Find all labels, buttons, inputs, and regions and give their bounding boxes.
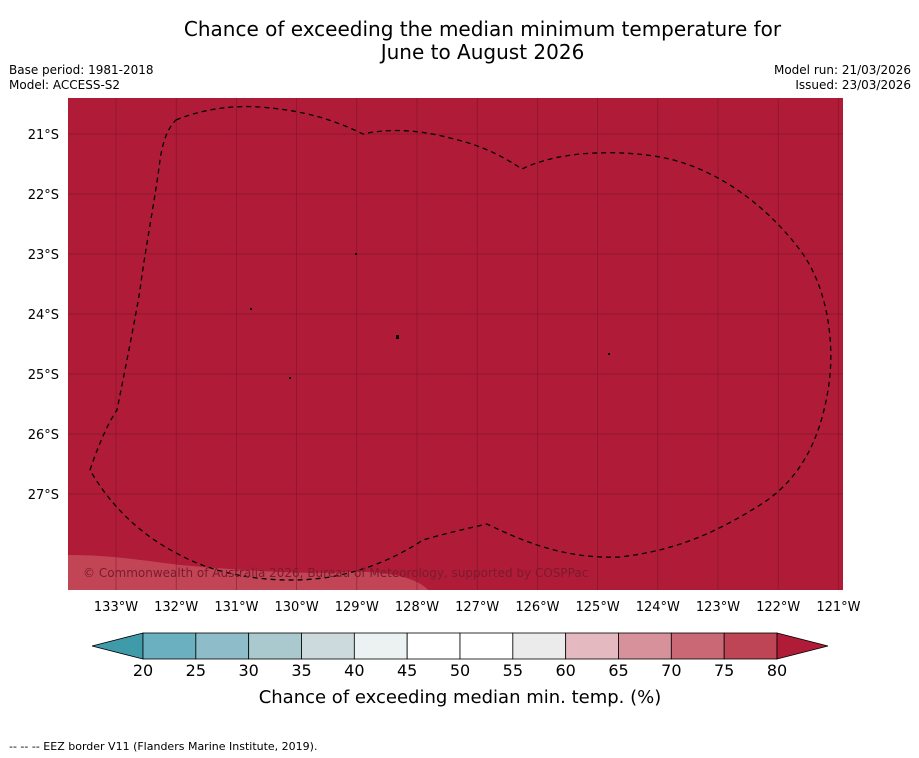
eez-border <box>89 105 832 581</box>
colorbar-tick-label: 65 <box>608 661 628 680</box>
colorbar-over-extension <box>776 632 829 660</box>
colorbar-bin <box>723 632 778 660</box>
lon-label: 133°W <box>94 600 138 615</box>
copyright-text: © Commonwealth of Australia 2026, Bureau… <box>83 566 588 580</box>
lat-label: 27°S <box>28 488 59 503</box>
colorbar-tick-label: 55 <box>503 661 523 680</box>
lon-label: 129°W <box>335 600 379 615</box>
lat-label: 23°S <box>28 248 59 263</box>
lat-label: 21°S <box>28 128 59 143</box>
islands <box>250 253 610 379</box>
lon-label: 121°W <box>816 600 860 615</box>
eez-footnote: -- -- -- EEZ border V11 (Flanders Marine… <box>9 740 318 753</box>
lon-label: 123°W <box>696 600 740 615</box>
colorbar-title: Chance of exceeding median min. temp. (%… <box>259 687 662 708</box>
model-run: Model run: 21/03/2026 <box>773 63 911 77</box>
colorbar-bin <box>301 632 355 660</box>
colorbar-bin <box>406 632 461 660</box>
colorbar-bin <box>195 632 250 660</box>
lon-label: 128°W <box>395 600 439 615</box>
lon-label: 131°W <box>214 600 258 615</box>
colorbar-bin <box>353 632 408 660</box>
colorbar-bin <box>670 632 725 660</box>
colorbar-bin <box>142 632 197 660</box>
latitude-labels: 21°S 22°S 23°S 24°S 25°S 26°S 27°S <box>28 128 59 503</box>
colorbar-tick-label: 60 <box>555 661 575 680</box>
map-fill <box>68 98 843 590</box>
colorbar-tick-label: 75 <box>714 661 734 680</box>
issued-date: Issued: 23/03/2026 <box>795 78 911 92</box>
colorbar-bin <box>248 632 302 660</box>
lower-probability-patch <box>68 555 428 590</box>
lon-label: 126°W <box>515 600 559 615</box>
lat-label: 25°S <box>28 368 59 383</box>
colorbar-tick-label: 30 <box>238 661 258 680</box>
map-title: Chance of exceeding the median minimum t… <box>0 18 919 64</box>
lat-label: 22°S <box>28 188 59 203</box>
colorbar-tick-label: 35 <box>291 661 311 680</box>
colorbar-bin <box>565 632 619 660</box>
colorbar-tick-label: 25 <box>186 661 206 680</box>
meta-right: Model run: 21/03/2026 Issued: 23/03/2026 <box>774 63 911 93</box>
map-panel: © Commonwealth of Australia 2026, Bureau… <box>68 98 843 590</box>
longitude-labels: 133°W 132°W 131°W 130°W 129°W 128°W 127°W 126°W… <box>94 600 861 615</box>
lat-label: 26°S <box>28 428 59 443</box>
lon-label: 132°W <box>154 600 198 615</box>
colorbar-under-extension <box>91 632 144 660</box>
lon-label: 122°W <box>756 600 800 615</box>
lon-label: 125°W <box>576 600 620 615</box>
model-name: Model: ACCESS-S2 <box>9 78 121 92</box>
colorbar-tick-label: 40 <box>344 661 364 680</box>
lon-label: 130°W <box>275 600 319 615</box>
colorbar-bin <box>512 632 567 660</box>
colorbar-tick-label: 80 <box>767 661 787 680</box>
colorbar-tick-label: 50 <box>450 661 470 680</box>
base-period: Base period: 1981-2018 <box>9 63 154 77</box>
colorbar: 20 25 30 35 40 45 50 55 60 65 70 75 80 <box>91 632 829 680</box>
title-line-1: Chance of exceeding the median minimum t… <box>183 17 782 41</box>
colorbar-tick-label: 70 <box>661 661 681 680</box>
title-line-2: June to August 2026 <box>380 40 585 64</box>
colorbar-tick-label: 45 <box>397 661 417 680</box>
lon-label: 127°W <box>455 600 499 615</box>
colorbar-bin <box>618 632 672 660</box>
gridlines <box>68 98 843 590</box>
colorbar-tick-label: 20 <box>133 661 153 680</box>
meta-left: Base period: 1981-2018 Model: ACCESS-S2 <box>9 63 154 93</box>
lat-label: 24°S <box>28 308 59 323</box>
colorbar-bin <box>459 632 514 660</box>
lon-label: 124°W <box>636 600 680 615</box>
